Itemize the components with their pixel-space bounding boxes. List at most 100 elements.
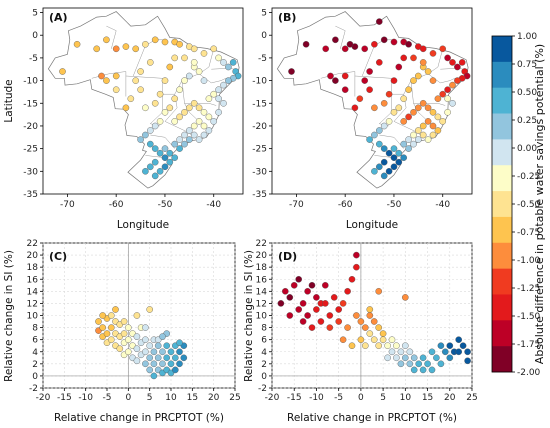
scatter-point xyxy=(326,312,334,319)
y-tick-label: 8 xyxy=(261,324,267,334)
scatter-point xyxy=(357,336,365,344)
x-tick-label: -15 xyxy=(287,393,302,403)
scatter-point xyxy=(353,263,360,271)
station-point xyxy=(390,145,398,152)
station-point xyxy=(444,109,451,116)
station-point xyxy=(439,118,447,125)
station-point xyxy=(132,77,139,84)
scatter-point xyxy=(361,342,369,350)
station-point xyxy=(146,163,154,171)
station-point xyxy=(171,154,178,161)
station-point xyxy=(449,59,456,66)
station-point xyxy=(205,95,213,102)
station-point xyxy=(419,122,427,130)
scatter-point xyxy=(419,354,427,362)
scatter-point xyxy=(176,339,183,347)
scatter-point xyxy=(446,354,454,362)
station-point xyxy=(410,131,417,139)
scatter-point xyxy=(142,348,149,356)
scatter-point xyxy=(437,360,445,368)
scatter-point xyxy=(406,348,414,356)
scatter-point xyxy=(344,287,351,295)
scatter-point xyxy=(108,312,115,319)
y-tick-label: 16 xyxy=(27,275,39,285)
scatter-point xyxy=(146,354,153,362)
scatter-point xyxy=(397,348,405,356)
colorbar-tick-label: 0.25 xyxy=(517,116,537,126)
station-point xyxy=(366,86,373,93)
scatter-point xyxy=(353,312,360,319)
station-point xyxy=(171,95,178,102)
station-point xyxy=(190,131,198,139)
station-point xyxy=(185,136,193,143)
scatter-point xyxy=(108,324,115,331)
station-point xyxy=(151,36,159,44)
scatter-point xyxy=(419,366,427,374)
scatter-point xyxy=(108,336,115,344)
station-point xyxy=(405,41,412,48)
station-point xyxy=(375,127,383,134)
colorbar-cell xyxy=(492,320,512,347)
y-tick-label: 22 xyxy=(27,239,38,249)
colorbar-tick-label: -0.75 xyxy=(517,228,540,238)
x-axis-label-c: Relative change in PRCPTOT (%) xyxy=(54,412,224,424)
station-point xyxy=(171,54,178,62)
station-point xyxy=(288,68,295,75)
station-point xyxy=(385,149,393,157)
scatter-point xyxy=(313,306,320,313)
colorbar-tick-label: 1.00 xyxy=(517,32,537,42)
station-point xyxy=(385,118,393,125)
scatter-point xyxy=(154,342,162,350)
scatter-point xyxy=(428,366,436,374)
y-tick-label: 20 xyxy=(256,251,268,261)
scatter-point xyxy=(321,300,329,307)
station-point xyxy=(161,163,169,171)
scatter-point xyxy=(366,306,374,313)
x-axis-label-d: Relative change in PRCPTOT (%) xyxy=(287,412,457,424)
y-tick-label: 18 xyxy=(27,263,39,273)
station-point xyxy=(166,158,174,166)
y-axis-label-d: Relative change in SI (%) xyxy=(243,250,255,382)
y-ticks-b: 5 0 -5 -10 -15 -20 -25 -30 -35 xyxy=(252,9,272,200)
station-point xyxy=(302,41,310,48)
station-point xyxy=(444,54,451,62)
station-point xyxy=(371,41,378,48)
y-tick-label: 8 xyxy=(32,324,38,334)
scatter-point xyxy=(375,287,383,295)
x-axis-label-a: Longitude xyxy=(117,219,169,231)
x-tick-label: 25 xyxy=(229,393,240,403)
station-point xyxy=(434,95,442,102)
state-border xyxy=(150,134,175,149)
scatter-point xyxy=(375,324,383,331)
scatter-point xyxy=(344,324,351,331)
station-point xyxy=(200,131,208,139)
y-tick-label: -30 xyxy=(252,167,267,177)
x-ticks-b: -70 -60 -50 -40 xyxy=(289,194,450,210)
y-tick-label: -2 xyxy=(29,384,38,394)
panel-label-a: (A) xyxy=(49,11,68,24)
station-point xyxy=(225,77,232,84)
scatter-point xyxy=(99,312,106,319)
station-point xyxy=(419,100,427,107)
colorbar-tick-label: -0.50 xyxy=(517,200,541,210)
station-point xyxy=(151,122,159,130)
scatter-point xyxy=(455,348,463,356)
colorbar-cell xyxy=(492,294,512,321)
station-point xyxy=(400,140,408,148)
colorbar-cell xyxy=(492,36,512,63)
station-point xyxy=(458,59,466,66)
x-ticks-c: -20 -15 -10 -5 0 5 10 15 20 25 xyxy=(36,388,241,403)
station-point xyxy=(322,45,330,53)
station-point xyxy=(146,59,154,66)
scatter-point xyxy=(437,342,445,350)
scatter-point xyxy=(348,275,356,283)
station-point xyxy=(424,136,432,143)
panel-label-d: (D) xyxy=(278,250,297,263)
station-point xyxy=(390,154,398,161)
station-point xyxy=(190,122,198,130)
station-point xyxy=(341,86,349,93)
station-point xyxy=(414,72,422,80)
scatter-point xyxy=(388,348,396,356)
x-tick-label: -50 xyxy=(158,200,173,210)
